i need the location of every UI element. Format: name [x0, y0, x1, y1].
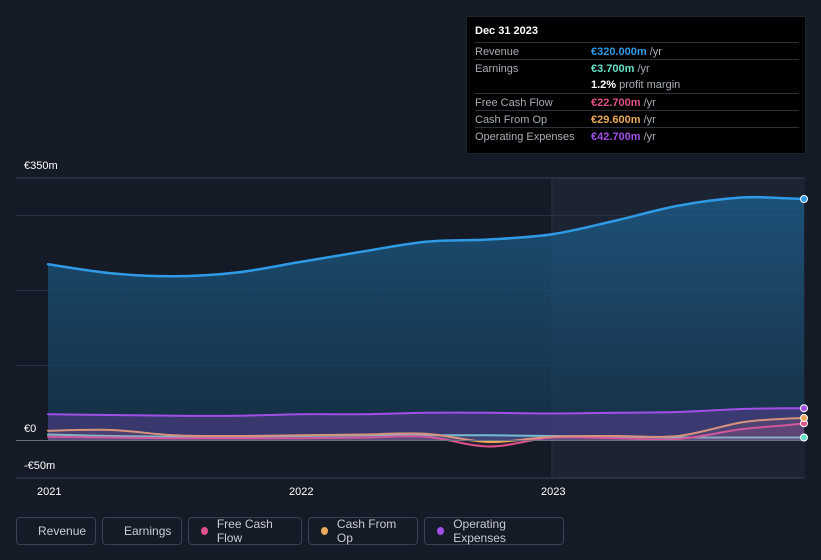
tooltip-value: €42.700m [591, 131, 641, 143]
tooltip-row-fcf: Free Cash Flow €22.700m /yr [475, 93, 799, 111]
tooltip-value: €22.700m [591, 97, 641, 109]
tooltip-unit: /yr [640, 131, 656, 143]
tooltip-value: €3.700m [591, 63, 635, 75]
legend-opex[interactable]: Operating Expenses [424, 517, 564, 545]
earnings-line [47, 433, 805, 439]
tooltip-row-earnings: Earnings €3.700m /yr [475, 59, 799, 77]
legend-label: Earnings [124, 524, 172, 538]
legend-label: Cash From Op [336, 517, 397, 545]
earnings-end-marker [800, 433, 808, 442]
tooltip-unit: /yr [634, 63, 650, 75]
legend-cfo[interactable]: Cash From Op [308, 517, 418, 545]
revenue-line [46, 195, 806, 278]
x-label-2022: 2022 [289, 486, 314, 498]
legend-earnings[interactable]: Earnings [102, 517, 182, 545]
tooltip-date: Dec 31 2023 [475, 25, 538, 37]
tooltip-label: Revenue [475, 46, 520, 58]
legend-dot-icon [437, 527, 445, 535]
legend-fcf[interactable]: Free Cash Flow [188, 517, 302, 545]
legend-label: Operating Expenses [453, 517, 506, 545]
tooltip-row-margin: 1.2% profit margin [475, 76, 799, 93]
tooltip-value: €320.000m [591, 46, 647, 58]
legend-label: Revenue [38, 524, 87, 538]
legend: Revenue Earnings Free Cash Flow Cash Fro… [16, 517, 564, 545]
tooltip-label: Free Cash Flow [475, 97, 553, 109]
tooltip-unit: /yr [640, 114, 656, 126]
revenue-area [48, 197, 804, 441]
tooltip-label: Cash From Op [475, 114, 548, 126]
tooltip-row-opex: Operating Expenses €42.700m /yr [475, 127, 799, 145]
tooltip-unit: profit margin [616, 79, 681, 91]
tooltip-unit: /yr [640, 97, 656, 109]
tooltip: Dec 31 2023 Revenue €320.000m /yr Earnin… [466, 16, 806, 154]
tooltip-row-cfo: Cash From Op €29.600m /yr [475, 110, 799, 128]
tooltip-value: 1.2% [591, 79, 617, 91]
x-label-2023: 2023 [541, 486, 566, 498]
tooltip-value: €29.600m [591, 114, 641, 126]
cash-from-op-line [47, 417, 805, 444]
tooltip-unit: /yr [646, 46, 662, 58]
free-cash-flow-line [47, 422, 805, 448]
operating-expenses-end-marker [800, 404, 808, 413]
y-label-bottom: -€50m [24, 460, 56, 472]
tooltip-label: Operating Expenses [475, 131, 575, 143]
legend-dot-icon [201, 527, 208, 535]
cash-from-op-end-marker [800, 414, 808, 422]
tooltip-label: Earnings [475, 63, 519, 75]
legend-dot-icon [321, 527, 328, 535]
legend-revenue[interactable]: Revenue [16, 517, 96, 545]
legend-label: Free Cash Flow [216, 517, 273, 545]
operating-expenses-line [47, 407, 805, 417]
tooltip-row-revenue: Revenue €320.000m /yr [475, 42, 799, 60]
x-label-2021: 2021 [37, 486, 62, 498]
y-label-top: €350m [24, 160, 58, 172]
y-label-zero: €0 [24, 423, 37, 435]
revenue-end-marker [800, 195, 808, 203]
